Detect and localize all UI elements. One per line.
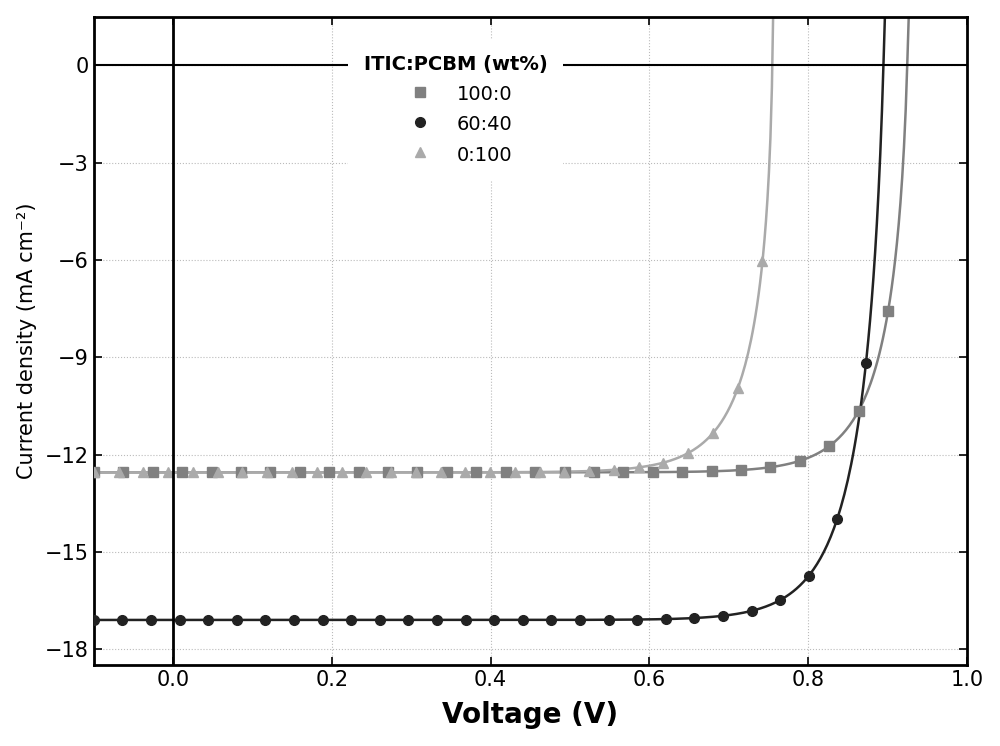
0:100 xyxy=(286,468,298,477)
60:40 xyxy=(803,571,815,580)
100:0 xyxy=(470,468,482,477)
100:0 xyxy=(735,466,747,474)
0:100 xyxy=(212,468,224,477)
100:0 xyxy=(912,0,924,5)
100:0 xyxy=(323,468,335,477)
100:0 xyxy=(264,468,276,477)
60:40 xyxy=(860,359,872,368)
60:40 xyxy=(259,615,271,624)
60:40 xyxy=(688,613,700,622)
0:100 xyxy=(236,468,248,477)
100:0 xyxy=(706,467,718,476)
60:40 xyxy=(746,606,758,615)
100:0 xyxy=(617,468,629,477)
60:40 xyxy=(431,615,443,624)
60:40 xyxy=(488,615,500,624)
60:40 xyxy=(88,615,100,624)
X-axis label: Voltage (V): Voltage (V) xyxy=(442,701,618,730)
60:40 xyxy=(231,615,243,624)
0:100 xyxy=(608,466,620,474)
60:40 xyxy=(574,615,586,624)
0:100 xyxy=(583,466,595,475)
100:0 xyxy=(441,468,453,477)
0:100 xyxy=(707,429,719,438)
60:40 xyxy=(717,611,729,620)
60:40 xyxy=(317,615,329,624)
0:100 xyxy=(385,468,397,477)
60:40 xyxy=(774,595,786,604)
100:0 xyxy=(88,468,100,477)
100:0 xyxy=(117,468,129,477)
Line: 60:40: 60:40 xyxy=(89,0,928,625)
0:100 xyxy=(360,468,372,477)
0:100 xyxy=(459,468,471,477)
60:40 xyxy=(545,615,557,624)
60:40 xyxy=(402,615,414,624)
60:40 xyxy=(889,0,901,5)
100:0 xyxy=(559,468,571,477)
0:100 xyxy=(534,468,546,477)
0:100 xyxy=(137,468,149,477)
60:40 xyxy=(116,615,128,624)
100:0 xyxy=(235,468,247,477)
0:100 xyxy=(806,0,818,5)
100:0 xyxy=(823,442,835,451)
100:0 xyxy=(294,468,306,477)
0:100 xyxy=(187,468,199,477)
0:100 xyxy=(261,468,273,477)
60:40 xyxy=(603,615,615,624)
0:100 xyxy=(732,384,744,393)
100:0 xyxy=(500,468,512,477)
60:40 xyxy=(174,615,186,624)
0:100 xyxy=(113,468,125,477)
60:40 xyxy=(460,615,472,624)
0:100 xyxy=(88,468,100,477)
100:0 xyxy=(588,468,600,477)
60:40 xyxy=(660,615,672,624)
100:0 xyxy=(382,468,394,477)
0:100 xyxy=(435,468,447,477)
100:0 xyxy=(764,463,776,471)
0:100 xyxy=(162,468,174,477)
60:40 xyxy=(288,615,300,624)
Line: 100:0: 100:0 xyxy=(89,0,952,477)
0:100 xyxy=(410,468,422,477)
100:0 xyxy=(676,468,688,477)
100:0 xyxy=(353,468,365,477)
Y-axis label: Current density (mA cm⁻²): Current density (mA cm⁻²) xyxy=(17,203,37,479)
60:40 xyxy=(517,615,529,624)
100:0 xyxy=(853,407,865,416)
0:100 xyxy=(311,468,323,477)
0:100 xyxy=(336,468,348,477)
60:40 xyxy=(831,514,843,523)
60:40 xyxy=(345,615,357,624)
60:40 xyxy=(631,615,643,624)
100:0 xyxy=(647,468,659,477)
60:40 xyxy=(145,615,157,624)
100:0 xyxy=(147,468,159,477)
100:0 xyxy=(206,468,218,477)
0:100 xyxy=(682,448,694,457)
100:0 xyxy=(882,307,894,316)
0:100 xyxy=(781,0,793,5)
0:100 xyxy=(756,257,768,266)
100:0 xyxy=(411,468,423,477)
Legend: 100:0, 60:40, 0:100: 100:0, 60:40, 0:100 xyxy=(348,40,563,181)
Line: 0:100: 0:100 xyxy=(89,0,817,477)
0:100 xyxy=(484,468,496,477)
0:100 xyxy=(558,467,570,476)
0:100 xyxy=(657,458,669,467)
100:0 xyxy=(529,468,541,477)
60:40 xyxy=(202,615,214,624)
0:100 xyxy=(633,463,645,472)
0:100 xyxy=(509,468,521,477)
60:40 xyxy=(917,0,929,5)
60:40 xyxy=(374,615,386,624)
100:0 xyxy=(176,468,188,477)
100:0 xyxy=(794,457,806,466)
100:0 xyxy=(941,0,953,5)
